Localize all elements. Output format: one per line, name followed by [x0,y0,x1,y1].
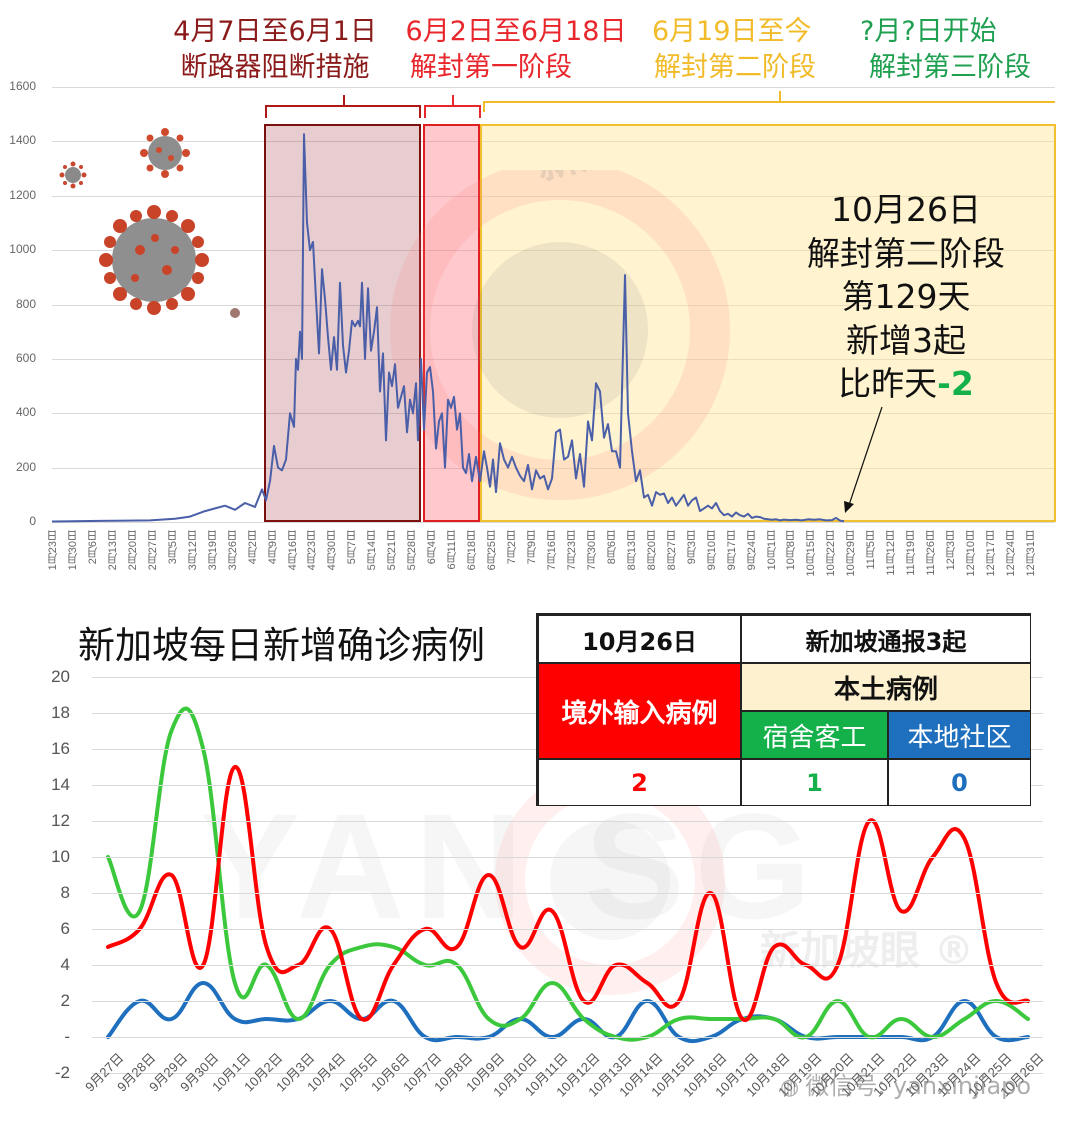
gridline [52,358,1055,360]
region-phase-two [480,124,1056,522]
series-line [106,980,1030,1044]
gridline [92,1001,1043,1002]
y-tick-label: 600 [15,350,36,365]
phase-date: 4月7日至6月1日 [173,16,377,47]
y-tick-label: 6 [60,919,70,938]
region-phase-one [423,124,480,522]
daily-cases-line [51,133,845,523]
gridline [52,250,1055,252]
gridline [52,141,1055,143]
y-tick-label: 20 [51,667,70,686]
table-total: 新加坡通报3起 [741,615,1031,663]
table-date: 10月26日 [538,615,741,663]
y-tick-label: 800 [15,296,36,311]
y-tick-label: 8 [60,883,70,902]
gridline [52,87,1055,88]
annotation-compare: 比昨天-2 [838,364,974,403]
gridline [92,893,1043,894]
table-local-label: 本土病例 [741,663,1031,711]
y-tick-label: 4 [60,955,70,974]
phase-title-phase-one: 6月2日至6月18日 解封第一阶段 [400,14,632,86]
virus-tiny [230,308,240,318]
today-annotation: 10月26日 解封第二阶段 第129天 新增3起 比昨天-2 [790,188,1022,406]
y-tick-label: 1600 [9,79,36,93]
gridline [52,195,1055,197]
phase-title-circuit-breaker: 4月7日至6月1日 断路器阻断措施 [160,14,390,86]
gridline [52,413,1055,415]
table-dorm-value: 1 [741,759,888,806]
virus-medium [140,128,190,178]
chart-title: 新加坡每日新增确诊病例 [78,624,485,667]
table-imported-value: 2 [538,759,741,806]
gridline [92,821,1043,822]
annotation-arrow [844,406,883,513]
y-tick-label: 16 [51,739,70,758]
annotation-day: 第129天 [841,277,971,316]
phase-brackets [265,91,1055,118]
gridline [92,929,1043,930]
annotation-phase: 解封第二阶段 [807,233,1005,273]
annotation-diff: -2 [937,364,974,403]
annotation-new-cases: 新增3起 [846,320,966,360]
series-line [106,706,1030,1042]
y-tick-label: 400 [15,405,36,420]
y-tick-label: 18 [51,703,70,722]
summary-table: 10月26日 新加坡通报3起 境外输入病例 本土病例 宿舍客工 本地社区 2 1… [536,613,1031,806]
table-dorm-label: 宿舍客工 [741,711,888,759]
gridline [92,857,1043,858]
series-line [106,764,1030,1023]
table-community-label: 本地社区 [888,711,1031,759]
gridline [92,965,1043,966]
phase-name: 解封第三阶段 [869,52,1031,83]
y-tick-label: 0 [29,514,36,528]
phase-title-phase-three: ?月?日开始 解封第三阶段 [850,14,1050,86]
phase-name: 解封第一阶段 [410,52,572,83]
gridline [52,522,1055,523]
gridline [92,1073,1043,1074]
phase-name: 解封第二阶段 [654,52,816,83]
gridline [92,1037,1043,1038]
table-community-value: 0 [888,759,1031,806]
virus-small-1 [59,161,87,189]
phase-title-phase-two: 6月19日至今 解封第二阶段 [640,14,830,86]
gridline [52,304,1055,306]
y-tick-label: - [64,1027,70,1046]
table-imported-label: 境外输入病例 [538,663,741,759]
virus-decoration-icon [59,128,240,318]
phase-date: 6月19日至今 [652,16,812,47]
y-tick-label: 2 [60,991,70,1010]
y-tick-label: 14 [51,775,70,794]
annotation-date: 10月26日 [831,190,981,229]
y-tick-label: 200 [15,459,36,474]
y-tick-label: 10 [51,847,70,866]
y-tick-label: 1000 [9,242,36,257]
phase-date: 6月2日至6月18日 [405,16,627,47]
virus-large [99,205,209,315]
phase-name: 断路器阻断措施 [180,52,370,83]
y-tick-label: 1400 [9,133,36,148]
y-tick-label: 1200 [9,187,36,202]
y-tick-label: 12 [51,811,70,830]
phase-date: ?月?日开始 [860,16,997,47]
y-tick-label: -2 [54,1063,70,1082]
